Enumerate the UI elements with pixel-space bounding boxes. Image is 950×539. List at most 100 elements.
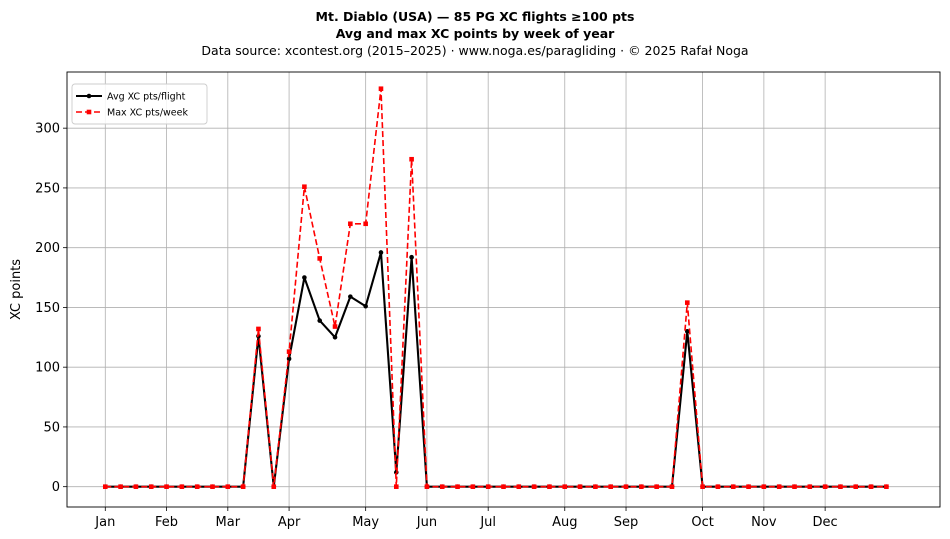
data-point: [179, 484, 185, 489]
legend: Avg XC pts/flight Max XC pts/week: [71, 83, 208, 125]
chart-header: Mt. Diablo (USA) — 85 PG XC flights ≥100…: [0, 8, 950, 59]
x-tick-label: Aug: [552, 515, 577, 530]
data-point: [822, 484, 828, 489]
data-point: [332, 335, 338, 340]
data-point: [516, 484, 522, 489]
series-layer: [102, 86, 889, 489]
chart-subtitle: Avg and max XC points by week of year: [335, 26, 615, 41]
series-avg: [102, 250, 889, 489]
data-point: [700, 484, 705, 489]
y-tick-label: 50: [43, 420, 60, 435]
data-point: [639, 484, 644, 489]
data-point: [409, 156, 414, 162]
x-tick-label: Jan: [94, 515, 115, 530]
x-tick-label: Apr: [278, 515, 301, 530]
x-tick-label: Jul: [479, 515, 496, 530]
data-point: [133, 484, 139, 489]
data-point: [807, 484, 813, 489]
data-point: [455, 484, 460, 489]
data-point: [286, 356, 292, 362]
chart-title: Mt. Diablo (USA) — 85 PG XC flights ≥100…: [315, 9, 635, 24]
data-point: [378, 86, 384, 92]
data-point: [562, 484, 568, 489]
data-point: [148, 484, 154, 489]
legend-label: Max XC pts/week: [107, 108, 188, 119]
data-point: [393, 484, 399, 489]
x-tick-label: May: [352, 515, 379, 530]
data-point: [348, 294, 353, 299]
legend-label: Avg XC pts/flight: [107, 92, 186, 103]
data-point: [470, 484, 476, 489]
series-max: [102, 86, 889, 489]
data-point: [164, 484, 169, 489]
y-tick-label: 250: [35, 181, 60, 196]
legend-box: [71, 83, 208, 125]
data-point: [501, 484, 506, 489]
data-point: [838, 484, 843, 489]
data-point: [102, 484, 108, 489]
legend-marker: [86, 93, 92, 99]
data-point: [485, 484, 491, 489]
data-point: [240, 484, 246, 489]
data-point: [317, 318, 323, 323]
data-point: [256, 326, 261, 332]
series-line: [105, 251, 887, 488]
data-point: [332, 324, 338, 329]
x-tick-label: Oct: [691, 515, 713, 530]
data-point: [194, 484, 200, 489]
x-tick-label: Nov: [751, 515, 777, 530]
data-point: [684, 329, 690, 334]
y-tick-label: 300: [35, 122, 60, 137]
data-point: [302, 184, 307, 190]
chart-source-line: Data source: xcontest.org (2015–2025) · …: [201, 43, 749, 58]
data-point: [271, 484, 277, 489]
data-point: [286, 349, 292, 354]
data-point: [424, 484, 430, 489]
data-point: [776, 484, 782, 489]
data-point: [409, 254, 414, 260]
data-point: [684, 300, 690, 305]
data-point: [547, 484, 552, 489]
data-point: [593, 484, 598, 489]
x-tick-label: Dec: [813, 515, 838, 530]
data-point: [884, 484, 889, 489]
x-tick-label: Sep: [614, 515, 639, 530]
data-point: [439, 484, 445, 489]
y-tick-label: 150: [35, 301, 60, 316]
legend-marker: [86, 109, 92, 115]
x-tick-label: Jun: [416, 515, 437, 530]
data-point: [608, 484, 614, 489]
series-line: [105, 87, 887, 488]
x-tick-label: Feb: [155, 515, 178, 530]
data-point: [531, 484, 537, 489]
data-point: [669, 484, 675, 489]
data-point: [348, 221, 353, 227]
y-tick-label: 100: [35, 361, 60, 376]
data-point: [868, 484, 874, 489]
data-point: [225, 484, 231, 489]
data-point: [210, 484, 215, 489]
y-axis-label: XC points: [9, 259, 24, 320]
data-point: [853, 484, 859, 489]
data-point: [302, 275, 307, 280]
data-point: [746, 484, 751, 489]
data-point: [378, 250, 384, 255]
data-point: [118, 484, 123, 489]
data-point: [654, 484, 659, 489]
data-point: [715, 484, 721, 489]
data-point: [363, 221, 368, 227]
y-axis: 0 50 100 150 200 250 300: [35, 122, 67, 495]
grid-lines: [67, 72, 940, 507]
data-point: [363, 303, 368, 309]
x-tick-label: Mar: [216, 515, 241, 530]
data-point: [577, 484, 583, 489]
x-axis: Jan Feb Mar Apr May Jun Jul Aug Sep Oct Nov Dec: [94, 507, 838, 530]
data-point: [317, 256, 323, 261]
y-tick-label: 200: [35, 241, 60, 256]
data-point: [623, 484, 629, 489]
y-tick-label: 0: [52, 480, 60, 495]
data-point: [761, 484, 767, 489]
plot-area-frame: [66, 71, 941, 508]
data-point: [792, 484, 797, 489]
